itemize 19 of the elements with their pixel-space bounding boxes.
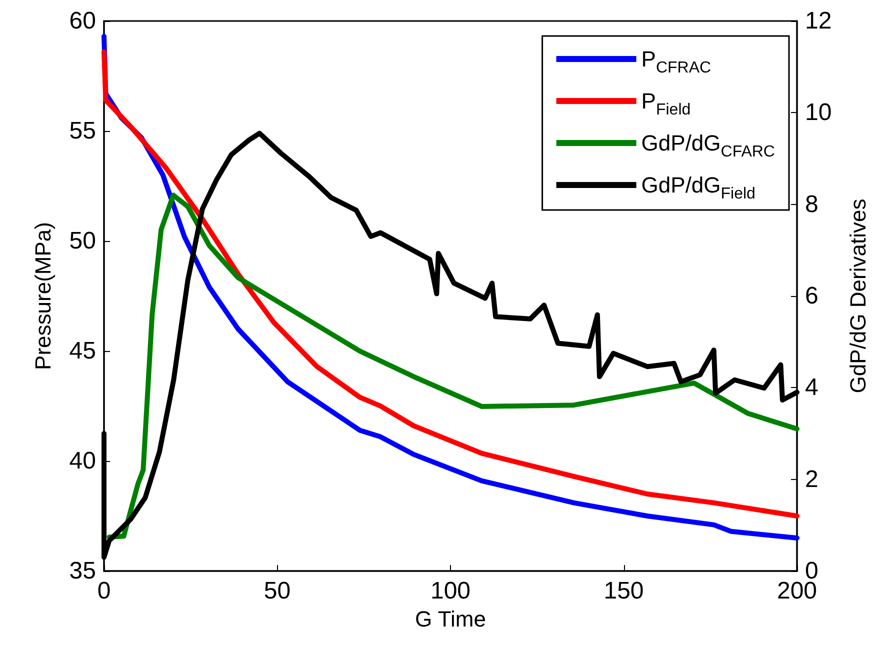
x-tick-label: 0 bbox=[97, 578, 111, 604]
y2-tick-label: 6 bbox=[805, 282, 818, 310]
y-tick-label: 40 bbox=[69, 448, 96, 474]
x-tick-label: 50 bbox=[264, 578, 291, 604]
x-tick-label: 150 bbox=[604, 578, 644, 604]
y2-tick-label: 12 bbox=[805, 8, 832, 34]
y-tick-label: 50 bbox=[69, 228, 96, 254]
y2-tick-label: 2 bbox=[805, 466, 818, 493]
y2-tick-label: 8 bbox=[805, 190, 818, 218]
y2-tick-label: 4 bbox=[805, 374, 818, 402]
x-axis-title: G Time bbox=[415, 606, 486, 632]
y-tick-label: 35 bbox=[69, 558, 96, 584]
y-tick-label: 45 bbox=[69, 338, 96, 364]
x-tick-label: 100 bbox=[430, 578, 471, 604]
y2-axis-title: GdP/dG Derivatives bbox=[846, 198, 870, 394]
y-tick-label: 60 bbox=[69, 8, 96, 34]
y-tick-label: 55 bbox=[69, 118, 96, 144]
y2-tick-label: 10 bbox=[805, 99, 832, 126]
y-axis-title: Pressure(MPa) bbox=[30, 222, 56, 370]
